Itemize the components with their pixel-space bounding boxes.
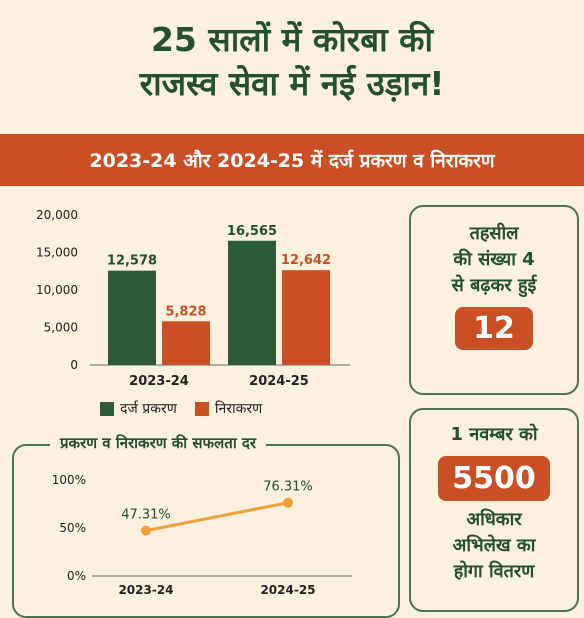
rate-line: [145, 501, 289, 533]
legend-swatch-registered: [100, 401, 114, 416]
tehsil-line-3: से बढ़कर हुई: [451, 275, 537, 296]
y-tick-label: 20,000: [36, 208, 78, 222]
records-line-4: होगा वितरण: [453, 561, 535, 582]
legend-item-resolved: निराकरण: [194, 399, 263, 418]
bar-2023-24-series-1: [162, 321, 210, 365]
success-rate-title: प्रकरण व निराकरण की सफलता दर: [50, 433, 267, 453]
bar-data-label: 16,565: [227, 224, 277, 239]
bar-data-label: 12,578: [107, 254, 157, 269]
legend-label-registered: दर्ज प्रकरण: [120, 401, 177, 417]
records-card: 1 नवम्बर को 5500 अधिकार अभिलेख का होगा व…: [409, 408, 579, 612]
x-tick-label: 2023-24: [129, 374, 189, 389]
records-line-2: अधिकार: [466, 509, 522, 530]
rate-point: [283, 497, 293, 508]
rate-y-tick-label: 100%: [52, 473, 86, 487]
y-tick-label: 10,000: [36, 283, 78, 297]
tehsil-count-badge: 12: [455, 307, 533, 350]
title-line-2: राजस्व सेवा में नई उड़ान!: [139, 64, 445, 103]
rate-point: [141, 525, 151, 536]
bar-2023-24-series-0: [108, 270, 156, 365]
rate-data-label: 47.31%: [121, 508, 171, 523]
y-tick-label: 15,000: [36, 246, 78, 260]
title-line-1: 25 सालों में कोरबा की: [150, 20, 434, 59]
tehsil-line-2: की संख्या 4: [453, 249, 535, 270]
tehsil-line-1: तहसील: [469, 223, 519, 244]
tehsil-card: तहसील की संख्या 4 से बढ़कर हुई 12: [409, 205, 579, 395]
records-line-1: 1 नवम्बर को: [450, 424, 538, 445]
legend-item-registered: दर्ज प्रकरण: [100, 399, 177, 418]
rate-y-tick-label: 50%: [59, 521, 86, 535]
legend-swatch-resolved: [194, 401, 209, 416]
y-tick-label: 0: [70, 358, 78, 372]
legend-label-resolved: निराकरण: [214, 401, 263, 417]
rate-x-tick-label: 2023-24: [118, 583, 173, 597]
page-title: 25 सालों में कोरबा की राजस्व सेवा में नई…: [0, 18, 584, 106]
x-tick-label: 2024-25: [249, 374, 309, 389]
rate-x-tick-label: 2024-25: [260, 583, 315, 597]
records-line-3: अभिलेख का: [452, 535, 536, 556]
bar-data-label: 12,642: [281, 253, 331, 268]
bar-chart: 0 5,000 10,000 15,000 20,000 12,578 5,828 2023-…: [36, 208, 350, 389]
bar-2024-25-series-1: [282, 270, 330, 365]
line-chart: 0% 50% 100% 47.31% 76.31% 2023-24 2024-25: [52, 473, 352, 597]
bar-data-label: 5,828: [165, 304, 206, 319]
rate-y-tick-label: 0%: [67, 569, 86, 583]
records-count-badge: 5500: [438, 456, 550, 501]
y-tick-label: 5,000: [44, 321, 78, 335]
subtitle-banner: 2023-24 और 2024-25 में दर्ज प्रकरण व निर…: [0, 134, 584, 186]
bar-legend: दर्ज प्रकरण निराकरण: [100, 399, 262, 418]
bar-2024-25-series-0: [228, 240, 276, 365]
rate-data-label: 76.31%: [263, 480, 313, 495]
